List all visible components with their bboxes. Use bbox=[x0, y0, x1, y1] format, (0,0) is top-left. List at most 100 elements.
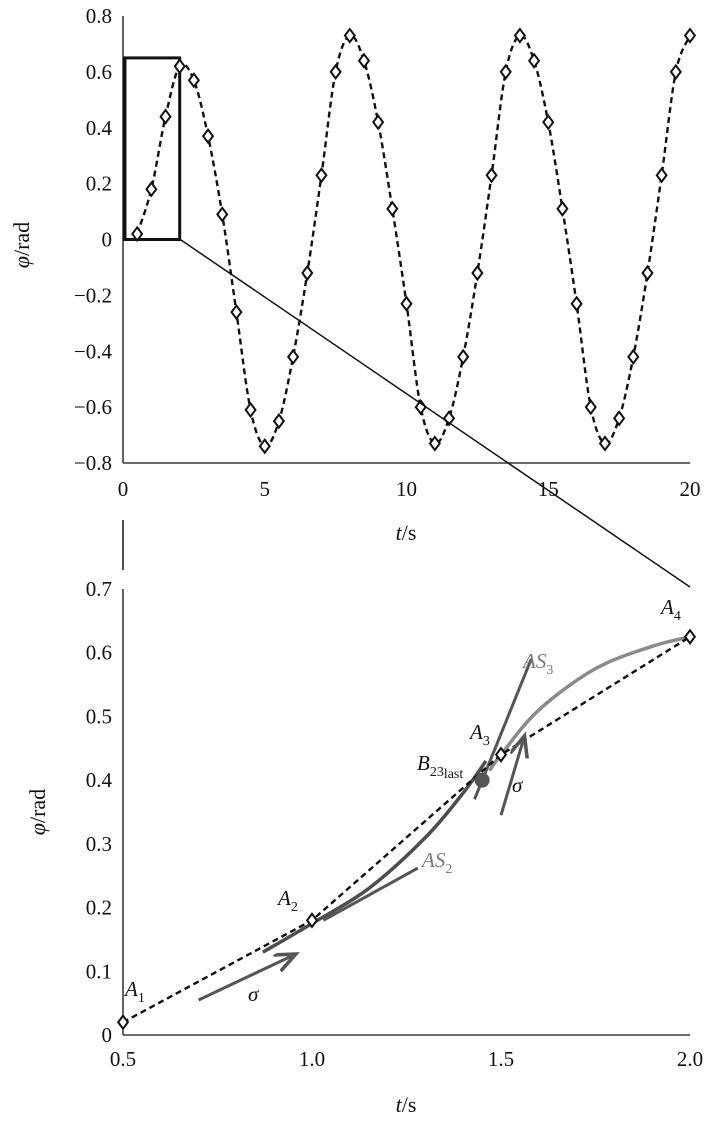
top-point-3 bbox=[173, 58, 186, 75]
bottom-point-3 bbox=[683, 628, 697, 645]
top-y-tick-label: 0 bbox=[102, 228, 113, 252]
as2-curve bbox=[261, 760, 488, 954]
label-a1: A1 bbox=[123, 977, 145, 1006]
bottom-y-tick-label: 0.3 bbox=[86, 832, 112, 856]
zoom-connector-right bbox=[180, 239, 691, 588]
bottom-y-tick-labels: 0 0.1 0.2 0.3 0.4 0.5 0.6 0.7 bbox=[86, 577, 113, 1047]
top-point-24 bbox=[471, 264, 484, 282]
top-point-12 bbox=[301, 264, 314, 282]
top-point-26 bbox=[499, 63, 512, 81]
top-point-18 bbox=[386, 200, 399, 217]
top-point-11 bbox=[286, 348, 300, 366]
top-point-16 bbox=[357, 52, 371, 69]
bottom-point-0 bbox=[116, 1014, 130, 1031]
zoom-box bbox=[123, 56, 182, 241]
bottom-y-axis-title-unit: /rad bbox=[25, 789, 50, 823]
top-point-27 bbox=[513, 27, 527, 44]
top-y-tick-label: −0.4 bbox=[74, 339, 113, 363]
bottom-series-markers bbox=[116, 628, 697, 1031]
label-sigma-1: σ bbox=[248, 982, 260, 1006]
top-point-36 bbox=[641, 264, 654, 282]
top-y-tick-label: −0.2 bbox=[74, 283, 112, 307]
top-point-21 bbox=[428, 435, 441, 452]
label-a2: A2 bbox=[276, 886, 298, 915]
top-y-tick-labels: 0.8 0.6 0.4 0.2 0 −0.2 −0.4 −0.6 −0.8 bbox=[74, 4, 113, 475]
top-point-31 bbox=[570, 295, 583, 312]
bottom-y-tick-label: 0.7 bbox=[86, 577, 112, 601]
top-point-7 bbox=[230, 303, 243, 321]
top-point-23 bbox=[457, 348, 470, 366]
bottom-point-1 bbox=[305, 912, 319, 929]
top-x-tick-label: 5 bbox=[260, 477, 271, 501]
bottom-x-tick-label: 1.5 bbox=[488, 1047, 514, 1071]
top-x-axis-title-var: t bbox=[396, 520, 403, 545]
top-y-axis-title-var: φ bbox=[9, 256, 34, 268]
top-point-33 bbox=[598, 435, 612, 452]
top-x-tick-labels: 0 5 10 15 20 bbox=[118, 477, 701, 501]
top-y-tick-label: 0.2 bbox=[86, 172, 112, 196]
top-y-tick-label: 0.8 bbox=[86, 4, 112, 28]
top-point-5 bbox=[201, 127, 215, 145]
bottom-y-axis-title: φ/rad bbox=[25, 789, 50, 835]
top-point-10 bbox=[272, 412, 286, 430]
top-x-axis-title: t/s bbox=[396, 520, 417, 545]
sigma-arrow-2 bbox=[499, 739, 524, 816]
top-point-29 bbox=[542, 113, 555, 131]
top-point-6 bbox=[216, 206, 229, 223]
top-point-19 bbox=[400, 295, 413, 312]
top-point-14 bbox=[329, 63, 342, 81]
bottom-y-tick-label: 0.1 bbox=[86, 959, 112, 983]
top-point-37 bbox=[655, 167, 668, 184]
top-y-tick-label: −0.6 bbox=[74, 395, 112, 419]
tangent-as2 bbox=[322, 866, 419, 922]
top-point-0 bbox=[131, 225, 144, 243]
bottom-y-tick-label: 0.4 bbox=[86, 768, 113, 792]
top-series-markers bbox=[131, 27, 697, 455]
top-y-axis-title: φ/rad bbox=[9, 222, 34, 268]
top-x-tick-label: 10 bbox=[396, 477, 417, 501]
label-as3: AS3 bbox=[521, 649, 553, 678]
label-a4: A4 bbox=[659, 595, 681, 624]
bottom-point-2 bbox=[494, 746, 508, 763]
bottom-y-tick-label: 0.2 bbox=[86, 896, 112, 920]
top-y-tick-label: 0.4 bbox=[86, 116, 113, 140]
top-point-35 bbox=[627, 348, 640, 366]
bottom-y-axis-title-var: φ bbox=[25, 823, 50, 835]
top-point-34 bbox=[613, 410, 626, 427]
top-point-9 bbox=[258, 438, 271, 455]
top-x-axis-title-unit: /s bbox=[402, 520, 417, 545]
top-point-38 bbox=[669, 63, 682, 81]
top-point-25 bbox=[485, 167, 498, 184]
top-point-4 bbox=[187, 72, 200, 89]
top-point-28 bbox=[527, 52, 541, 69]
bottom-x-tick-labels: 0.5 1.0 1.5 2.0 bbox=[110, 1047, 703, 1071]
top-point-13 bbox=[315, 167, 328, 184]
bottom-x-tick-label: 0.5 bbox=[110, 1047, 136, 1071]
bottom-x-axis-title-var: t bbox=[396, 1092, 403, 1117]
bottom-series-line bbox=[122, 635, 691, 1024]
label-as2: AS2 bbox=[420, 848, 452, 877]
bottom-x-tick-label: 2.0 bbox=[677, 1047, 703, 1071]
bottom-x-axis-title: t/s bbox=[396, 1092, 417, 1117]
top-y-tick-label: 0.6 bbox=[86, 60, 112, 84]
top-point-30 bbox=[556, 200, 569, 217]
label-sigma-2: σ bbox=[512, 773, 524, 797]
top-point-2 bbox=[159, 108, 172, 125]
top-point-8 bbox=[244, 401, 257, 419]
top-x-tick-label: 0 bbox=[118, 477, 129, 501]
bottom-x-axis-title-unit: /s bbox=[402, 1092, 417, 1117]
top-x-tick-label: 20 bbox=[680, 477, 701, 501]
bottom-y-tick-label: 0.5 bbox=[86, 704, 112, 728]
top-y-axis-title-unit: /rad bbox=[9, 222, 34, 256]
bottom-x-tick-label: 1.0 bbox=[299, 1047, 325, 1071]
top-point-32 bbox=[584, 398, 597, 416]
top-point-39 bbox=[683, 27, 697, 44]
b23-point bbox=[474, 772, 490, 788]
sigma-arrow-1 bbox=[197, 955, 294, 1002]
label-a3: A3 bbox=[468, 720, 490, 749]
bottom-y-tick-label: 0.6 bbox=[86, 641, 112, 665]
top-y-tick-label: −0.8 bbox=[74, 451, 112, 475]
bottom-chart: 0 0.1 0.2 0.3 0.4 0.5 0.6 0.7 0.5 1.0 1.5 2.0 A1 A… bbox=[25, 577, 703, 1117]
top-point-1 bbox=[145, 181, 158, 198]
